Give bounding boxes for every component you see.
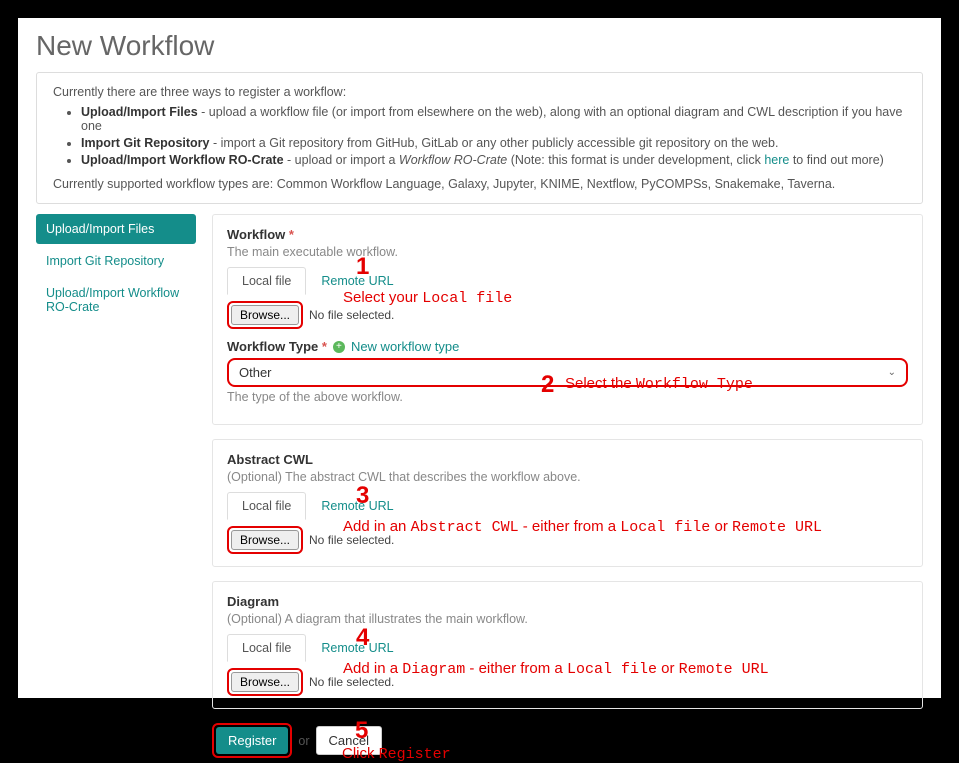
workflow-type-label-row: Workflow Type * + New workflow type <box>227 339 908 354</box>
workflow-browse-row: Browse... No file selected. <box>227 301 908 329</box>
supported-types: Currently supported workflow types are: … <box>53 177 906 191</box>
abstract-hint: (Optional) The abstract CWL that describ… <box>227 470 908 484</box>
sidebar-item-git[interactable]: Import Git Repository <box>36 246 196 276</box>
annotation-highlight-browse-1: Browse... <box>227 301 303 329</box>
annotation-highlight-browse-3: Browse... <box>227 526 303 554</box>
diagram-browse-button[interactable]: Browse... <box>231 672 299 692</box>
abstract-label: Abstract CWL <box>227 452 908 467</box>
diagram-tabs: Local file Remote URL <box>227 634 908 662</box>
annotation-number-2: 2 <box>541 371 554 399</box>
intro-item-rocrate: Upload/Import Workflow RO-Crate - upload… <box>81 153 906 167</box>
here-link[interactable]: here <box>764 153 789 167</box>
abstract-browse-button[interactable]: Browse... <box>231 530 299 550</box>
main-layout: Upload/Import Files Import Git Repositor… <box>36 214 923 758</box>
workflow-browse-button[interactable]: Browse... <box>231 305 299 325</box>
workflow-file-status: No file selected. <box>309 308 394 322</box>
annotation-text-4: Add in a Diagram - either from a Local f… <box>343 660 769 678</box>
workflow-tabs: Local file Remote URL <box>227 267 908 295</box>
or-text: or <box>298 734 309 748</box>
workflow-type-value: Other <box>239 365 272 380</box>
abstract-panel: Abstract CWL (Optional) The abstract CWL… <box>212 439 923 567</box>
page-title: New Workflow <box>36 30 923 62</box>
annotation-highlight-register: Register <box>212 723 292 758</box>
tab-diagram-local[interactable]: Local file <box>227 634 306 662</box>
intro-lead: Currently there are three ways to regist… <box>53 85 906 99</box>
annotation-text-2: Select the Workflow Type <box>565 375 753 393</box>
annotation-number-3: 3 <box>356 482 369 510</box>
annotation-number-4: 4 <box>356 624 369 652</box>
action-row: Register or Cancel 5 Click Register <box>212 723 923 758</box>
workflow-label: Workflow * <box>227 227 908 242</box>
page-container: New Workflow Currently there are three w… <box>18 18 941 698</box>
sidebar: Upload/Import Files Import Git Repositor… <box>36 214 196 758</box>
diagram-hint: (Optional) A diagram that illustrates th… <box>227 612 908 626</box>
sidebar-item-rocrate[interactable]: Upload/Import Workflow RO-Crate <box>36 278 196 322</box>
annotation-text-1: Select your Local file <box>343 289 512 307</box>
annotation-text-3: Add in an Abstract CWL - either from a L… <box>343 518 822 536</box>
new-workflow-type-link[interactable]: New workflow type <box>351 339 459 354</box>
abstract-tabs: Local file Remote URL <box>227 492 908 520</box>
intro-panel: Currently there are three ways to regist… <box>36 72 923 204</box>
diagram-label: Diagram <box>227 594 908 609</box>
intro-list: Upload/Import Files - upload a workflow … <box>81 105 906 167</box>
workflow-panel: Workflow * The main executable workflow.… <box>212 214 923 425</box>
tab-abstract-local[interactable]: Local file <box>227 492 306 520</box>
workflow-hint: The main executable workflow. <box>227 245 908 259</box>
diagram-panel: Diagram (Optional) A diagram that illust… <box>212 581 923 709</box>
annotation-highlight-browse-4: Browse... <box>227 668 303 696</box>
annotation-number-1: 1 <box>356 253 369 281</box>
annotation-text-5: Click Register <box>342 745 451 763</box>
sidebar-item-upload[interactable]: Upload/Import Files <box>36 214 196 244</box>
main-form: Workflow * The main executable workflow.… <box>212 214 923 758</box>
register-button[interactable]: Register <box>216 727 288 754</box>
intro-item-upload: Upload/Import Files - upload a workflow … <box>81 105 906 133</box>
required-marker: * <box>289 227 294 242</box>
chevron-down-icon: ⌄ <box>888 367 896 378</box>
add-icon: + <box>333 341 345 353</box>
tab-workflow-local[interactable]: Local file <box>227 267 306 295</box>
annotation-number-5: 5 <box>355 717 368 745</box>
intro-item-git: Import Git Repository - import a Git rep… <box>81 136 906 150</box>
